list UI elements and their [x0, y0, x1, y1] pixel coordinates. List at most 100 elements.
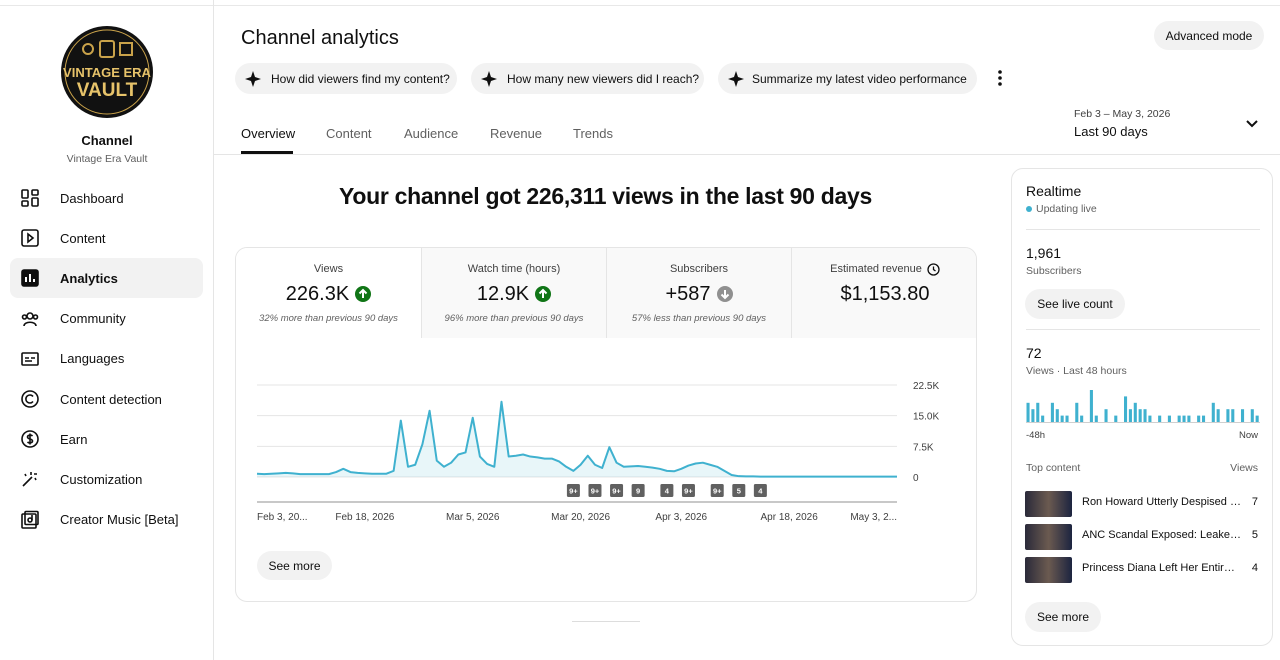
nav-item[interactable]: Dashboard: [10, 178, 203, 218]
prompt-text: Summarize my latest video performance: [752, 71, 967, 86]
subscriber-label: Subscribers: [1026, 265, 1082, 277]
upload-marker[interactable]: 9+: [588, 484, 602, 497]
channel-logo[interactable]: VINTAGE ERA VAULT: [60, 25, 154, 119]
bar: [1187, 415, 1191, 422]
prompt-chip[interactable]: How many new viewers did I reach?: [471, 63, 704, 94]
thumbnail[interactable]: [1025, 557, 1072, 583]
video-title[interactable]: ANC Scandal Exposed: Leake…: [1082, 529, 1241, 541]
tab[interactable]: Revenue: [490, 126, 543, 141]
nav-item[interactable]: Content detection: [10, 379, 203, 419]
video-title[interactable]: Princess Diana Left Her Entir…: [1082, 562, 1235, 574]
bar: [1104, 409, 1108, 422]
nav-item[interactable]: Creator Music [Beta]: [10, 500, 203, 540]
x-tick-label: Mar 20, 2026: [551, 512, 610, 523]
upload-marker[interactable]: 9+: [566, 484, 580, 497]
nav-item[interactable]: Content: [10, 218, 203, 258]
metric-label: Subscribers: [669, 263, 729, 275]
tab[interactable]: Audience: [404, 126, 459, 141]
upload-marker[interactable]: 9+: [681, 484, 695, 497]
upload-marker-box: [588, 484, 602, 497]
thumbnail[interactable]: [1025, 524, 1072, 550]
up-arrow-icon: [535, 286, 552, 302]
prompt-chip[interactable]: How did viewers find my content?: [235, 63, 457, 94]
prompt-chip[interactable]: Summarize my latest video performance: [718, 63, 977, 94]
chart-end-label: Now: [1238, 430, 1258, 441]
header-border: [214, 154, 1280, 155]
bar: [1216, 409, 1220, 422]
metric-cell[interactable]: Estimated revenue $1,153.80: [791, 248, 976, 338]
views-header: Views: [1230, 462, 1258, 474]
nav-label: Customization: [60, 471, 143, 487]
metric-value: +587: [665, 282, 711, 305]
bar: [1231, 409, 1235, 422]
upload-marker[interactable]: 4: [753, 484, 767, 497]
separator: [1026, 329, 1260, 330]
bar: [1031, 409, 1035, 422]
nav-item[interactable]: Languages: [10, 339, 203, 379]
video-views: 7: [1251, 496, 1258, 508]
sparkle-icon: [481, 70, 497, 87]
upload-marker-box: [710, 484, 724, 497]
y-tick-label: 15.0K: [913, 412, 939, 423]
area: [257, 401, 897, 477]
top-border: [0, 5, 1280, 6]
bar: [1055, 409, 1059, 422]
bar: [1080, 415, 1084, 422]
chart-start-label: -48h: [1026, 430, 1046, 441]
dropdown-chevron[interactable]: [1245, 118, 1259, 130]
metric-label: Estimated revenue: [830, 263, 922, 275]
y-tick-label: 22.5K: [913, 381, 939, 392]
upload-marker[interactable]: 9+: [710, 484, 724, 497]
upload-marker[interactable]: 5: [732, 484, 746, 497]
upload-marker-box: [681, 484, 695, 497]
tab[interactable]: Overview: [241, 126, 296, 141]
bar: [1094, 415, 1098, 422]
views-count: 72: [1026, 345, 1042, 361]
metric-cell[interactable]: Watch time (hours) 12.9K 96% more than p…: [421, 248, 606, 338]
upload-marker[interactable]: 4: [660, 484, 674, 497]
metric-label: Views: [313, 263, 344, 275]
subscriber-count: 1,961: [1026, 245, 1062, 261]
upload-marker-box: [660, 484, 674, 497]
bar: [1128, 409, 1132, 422]
date-range[interactable]: Feb 3 – May 3, 2026: [1074, 108, 1171, 120]
period[interactable]: Last 90 days: [1074, 124, 1148, 139]
see-more-button[interactable]: See more: [1025, 602, 1101, 632]
bar: [1202, 415, 1206, 422]
thumbnail[interactable]: [1025, 491, 1072, 517]
nav-item[interactable]: Analytics: [10, 258, 203, 299]
live-count-button[interactable]: See live count: [1025, 289, 1125, 319]
up-arrow-icon: [355, 286, 372, 302]
upload-marker-label: 9+: [569, 487, 578, 496]
metric-cell[interactable]: Views 226.3K 32% more than previous 90 d…: [236, 248, 421, 338]
nav-item[interactable]: Community: [10, 299, 203, 339]
x-tick-label: Apr 3, 2026: [655, 512, 707, 523]
advanced-mode-button[interactable]: Advanced mode: [1154, 21, 1264, 50]
tab[interactable]: Content: [326, 126, 372, 141]
metric-note: 96% more than previous 90 days: [444, 313, 584, 324]
upload-marker[interactable]: 9: [631, 484, 645, 497]
bar: [1133, 402, 1137, 422]
metric-cell[interactable]: Subscribers +587 57% less than previous …: [606, 248, 791, 338]
bar: [1138, 409, 1142, 422]
nav-item[interactable]: Earn: [10, 419, 203, 459]
bar: [1158, 415, 1162, 422]
sidebar: VINTAGE ERA VAULT Channel Vintage Era Va…: [0, 0, 214, 660]
nav-item[interactable]: Customization: [10, 459, 203, 499]
down-arrow-icon: [716, 286, 733, 302]
upload-marker[interactable]: 9+: [610, 484, 624, 497]
tab[interactable]: Trends: [573, 126, 613, 141]
more-menu[interactable]: [995, 69, 1005, 87]
bar: [1197, 415, 1201, 422]
line: [256, 400, 897, 478]
metric-value: 12.9K: [476, 282, 530, 305]
nav-label: Content: [60, 230, 106, 246]
x-tick-label: Mar 5, 2026: [446, 512, 500, 523]
video-views: 4: [1251, 562, 1258, 574]
see-more-button[interactable]: See more: [257, 551, 332, 580]
upload-marker-label: 9+: [591, 487, 600, 496]
upload-marker-label: 9+: [612, 487, 621, 496]
upload-marker-label: 9: [636, 487, 640, 496]
upload-marker-box: [732, 484, 746, 497]
video-title[interactable]: Ron Howard Utterly Despised …: [1082, 496, 1241, 508]
